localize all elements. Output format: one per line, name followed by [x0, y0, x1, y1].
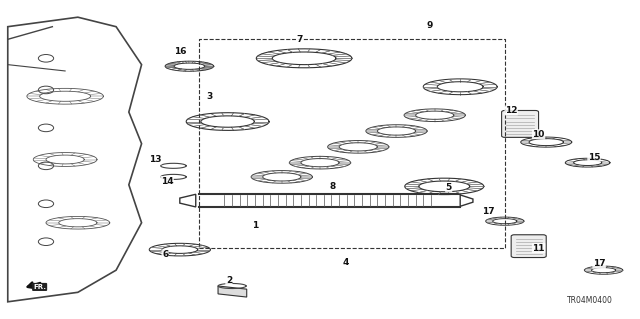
Text: 12: 12 — [505, 106, 517, 115]
Text: 7: 7 — [296, 35, 303, 44]
Text: 8: 8 — [330, 182, 336, 191]
Text: 6: 6 — [162, 250, 168, 259]
FancyBboxPatch shape — [511, 235, 546, 257]
Text: TR04M0400: TR04M0400 — [567, 296, 613, 305]
Text: 14: 14 — [161, 176, 173, 186]
Text: 1: 1 — [252, 221, 258, 230]
Text: 4: 4 — [342, 258, 349, 267]
Text: FR.: FR. — [33, 284, 46, 290]
Polygon shape — [218, 286, 246, 297]
Text: 3: 3 — [206, 92, 212, 101]
Text: 15: 15 — [588, 153, 600, 162]
Text: 5: 5 — [445, 183, 452, 192]
Text: 17: 17 — [482, 206, 495, 216]
Text: 13: 13 — [149, 155, 162, 164]
Text: 11: 11 — [532, 243, 545, 253]
Text: 9: 9 — [426, 21, 433, 30]
Text: 2: 2 — [226, 276, 232, 285]
Text: 16: 16 — [173, 48, 186, 56]
Text: 10: 10 — [532, 130, 545, 139]
FancyBboxPatch shape — [502, 110, 539, 137]
Text: 17: 17 — [593, 259, 605, 268]
